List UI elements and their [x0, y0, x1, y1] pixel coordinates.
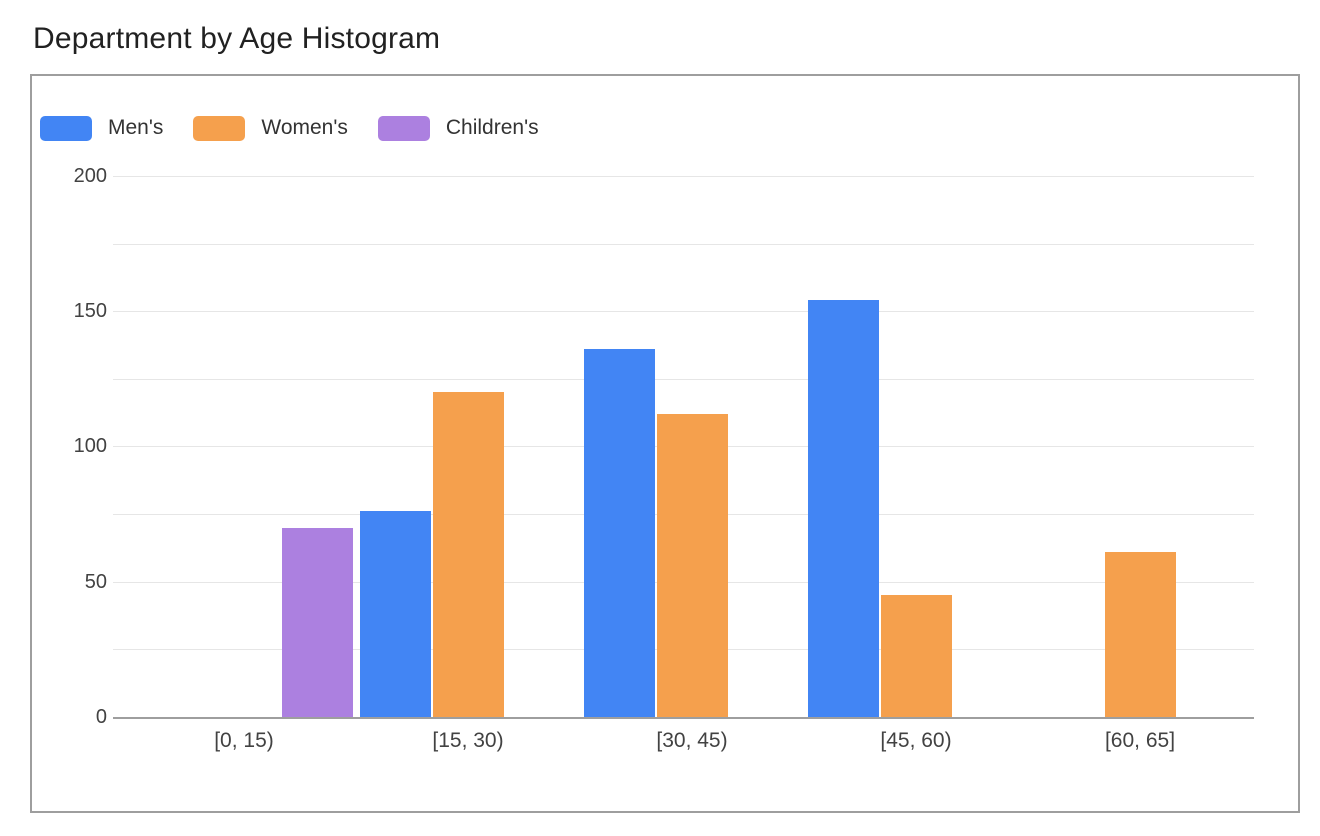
gridline-175 [113, 244, 1254, 245]
bar-men-s-15-30[interactable] [360, 511, 431, 717]
y-tick-label-50: 50 [84, 571, 107, 593]
gridline-200 [113, 176, 1254, 177]
plot-area: 0 50 100 150 200 [0, 15) [15, 30) [30, 45) [45, … [32, 76, 1298, 811]
gridline-125 [113, 379, 1254, 380]
x-tick-label-4: [60, 65] [1104, 729, 1176, 752]
y-tick-label-150: 150 [73, 300, 107, 322]
legend-label: Men's [108, 116, 164, 139]
legend-label: Women's [261, 116, 348, 139]
legend-swatch-men-s [40, 115, 92, 141]
legend-item-children-s: Children's [377, 115, 539, 141]
gridline-150 [113, 311, 1254, 312]
legend-swatch-children-s [377, 115, 430, 141]
y-tick-label-0: 0 [95, 706, 107, 728]
legend-swatch-women-s [193, 115, 246, 141]
bar-women-s-30-45[interactable] [657, 414, 728, 717]
bar-women-s-45-60[interactable] [881, 595, 952, 717]
bar-men-s-30-45[interactable] [584, 349, 655, 717]
bar-women-s-60-65[interactable] [1105, 552, 1176, 717]
x-tick-label-3: [45, 60) [880, 729, 952, 752]
bar-men-s-45-60[interactable] [808, 300, 879, 717]
x-tick-label-2: [30, 45) [656, 729, 728, 752]
legend-item-men-s: Men's [40, 115, 164, 141]
x-tick-label-0: [0, 15) [214, 729, 274, 752]
x-tick-label-1: [15, 30) [432, 729, 504, 752]
chart-box: Men's Women's Children's 0 50 100 150 200 [0, 1… [30, 74, 1300, 813]
legend-item-women-s: Women's [193, 115, 348, 141]
legend: Men's Women's Children's [40, 114, 539, 142]
x-axis-baseline [113, 717, 1254, 719]
y-tick-label-200: 200 [73, 165, 107, 187]
chart-title: Department by Age Histogram [33, 22, 441, 55]
bar-children-s-0-15[interactable] [282, 528, 353, 717]
legend-label: Children's [445, 116, 539, 139]
y-tick-label-100: 100 [73, 435, 107, 457]
bar-women-s-15-30[interactable] [433, 392, 504, 717]
